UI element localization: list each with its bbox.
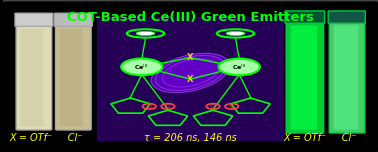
FancyBboxPatch shape: [56, 25, 91, 130]
Text: O: O: [230, 104, 234, 109]
FancyBboxPatch shape: [60, 28, 83, 127]
Text: Ce$^{III}$: Ce$^{III}$: [135, 62, 149, 72]
Text: O: O: [166, 104, 170, 109]
FancyBboxPatch shape: [334, 25, 358, 130]
Ellipse shape: [155, 55, 226, 90]
Text: X = OTf⁻     Cl⁻: X = OTf⁻ Cl⁻: [9, 133, 83, 143]
FancyBboxPatch shape: [286, 22, 324, 133]
FancyBboxPatch shape: [285, 11, 325, 23]
Text: τ = 206 ns, 146 ns: τ = 206 ns, 146 ns: [144, 133, 237, 143]
Ellipse shape: [162, 59, 219, 87]
Ellipse shape: [151, 53, 230, 93]
Circle shape: [218, 59, 260, 75]
FancyBboxPatch shape: [16, 25, 52, 130]
FancyBboxPatch shape: [329, 22, 365, 133]
Text: Ce$^{III}$: Ce$^{III}$: [232, 62, 246, 72]
FancyBboxPatch shape: [291, 25, 317, 130]
Text: O: O: [211, 104, 215, 109]
Circle shape: [121, 59, 163, 75]
FancyBboxPatch shape: [21, 28, 43, 127]
Ellipse shape: [136, 31, 155, 36]
FancyBboxPatch shape: [54, 13, 92, 26]
Text: X = OTf⁻     Cl⁻: X = OTf⁻ Cl⁻: [283, 133, 356, 143]
Text: COT-Based Ce(III) Green Emitters: COT-Based Ce(III) Green Emitters: [67, 11, 314, 24]
FancyBboxPatch shape: [328, 11, 365, 23]
Text: O: O: [147, 104, 151, 109]
FancyBboxPatch shape: [15, 13, 53, 26]
Ellipse shape: [226, 31, 245, 36]
FancyBboxPatch shape: [97, 17, 284, 141]
Text: X: X: [187, 53, 194, 62]
Text: X: X: [187, 74, 194, 84]
